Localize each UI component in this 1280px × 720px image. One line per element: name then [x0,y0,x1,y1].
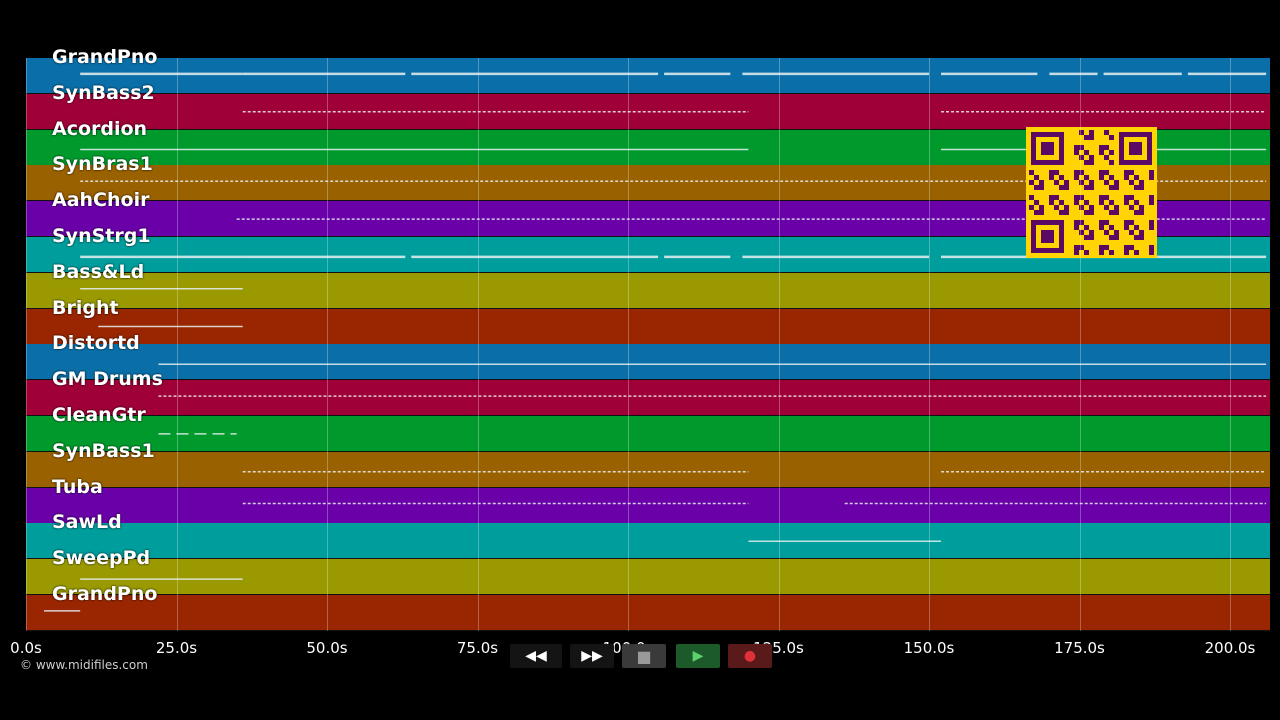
time-tick-label: 50.0s [306,639,348,657]
time-tick-label: 25.0s [155,639,198,657]
track-row[interactable] [26,523,1270,560]
track-row[interactable] [26,487,1270,524]
track-row[interactable] [26,380,1270,417]
play-icon: ▶ [692,648,704,664]
track-label: AahChoir [52,189,150,212]
track-row[interactable] [26,344,1270,381]
track-label: Bass&Ld [52,260,145,283]
time-tick-label: 0.0s [10,639,42,657]
rewind-button[interactable]: ◀◀ [510,644,562,668]
stop-button[interactable]: ■ [622,644,666,668]
track-label: Acordion [52,117,148,140]
track-label: SynStrg1 [52,225,151,247]
time-tick-label: 200.0s [1204,639,1256,657]
time-tick-label: 150.0s [903,639,955,657]
track-label: GrandPno [52,583,158,605]
stop-icon: ■ [636,646,652,666]
qr-code-image [1026,127,1157,258]
track-row[interactable] [26,272,1270,309]
grid-line [176,58,178,631]
track-label: GrandPno [52,46,158,68]
track-row[interactable] [26,416,1270,452]
rewind-icon: ◀◀ [525,648,547,664]
track-row[interactable] [26,451,1270,488]
track-label: SawLd [52,511,122,534]
track-label: SynBras1 [52,153,153,176]
record-button[interactable]: ● [728,644,772,668]
record-icon: ● [743,648,757,664]
track-row[interactable] [26,595,1270,631]
track-label: SweepPd [52,547,151,570]
grid-line [628,58,629,631]
track-label: CleanGtr [52,404,146,426]
track-row[interactable] [26,93,1270,130]
grid-line [327,58,328,631]
grid-line [1230,58,1231,631]
time-tick-label: 75.0s [456,639,499,657]
grid-line [26,58,27,631]
grid-line [929,58,930,631]
grid-line [778,58,780,631]
time-tick-label: 175.0s [1054,639,1105,657]
play-button[interactable]: ▶ [676,644,720,668]
grid-line [477,58,479,631]
track-row[interactable] [26,58,1270,94]
grid-line [1079,58,1081,631]
track-label: SynBass2 [52,81,155,104]
fast-forward-button[interactable]: ▶▶ [570,644,614,668]
track-row[interactable] [26,308,1270,345]
track-label: SynBass1 [52,439,155,462]
track-row[interactable] [26,559,1270,596]
track-label: Distortd [52,332,140,355]
track-label: Tuba [52,475,103,498]
fast-forward-icon: ▶▶ [581,648,603,664]
track-label: Bright [52,296,119,319]
track-label: GM Drums [52,368,163,391]
credit-text: © www.midifiles.com [20,658,148,672]
